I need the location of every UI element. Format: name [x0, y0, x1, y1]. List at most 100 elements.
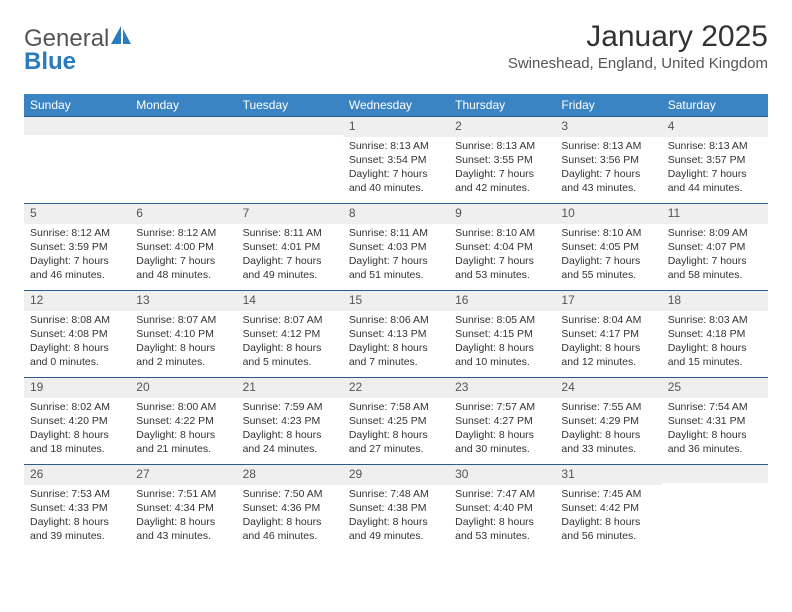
- cell-body: Sunrise: 7:55 AMSunset: 4:29 PMDaylight:…: [555, 398, 661, 461]
- cell-line: Sunrise: 8:09 AM: [668, 226, 762, 240]
- cell-line: Sunset: 4:34 PM: [136, 501, 230, 515]
- day-number: 13: [130, 291, 236, 311]
- calendar-cell: 24Sunrise: 7:55 AMSunset: 4:29 PMDayligh…: [555, 378, 661, 465]
- day-number: [24, 117, 130, 135]
- cell-line: Sunset: 4:04 PM: [455, 240, 549, 254]
- cell-body: Sunrise: 7:50 AMSunset: 4:36 PMDaylight:…: [237, 485, 343, 548]
- cell-body: Sunrise: 8:11 AMSunset: 4:01 PMDaylight:…: [237, 224, 343, 287]
- cell-line: Daylight: 8 hours and 2 minutes.: [136, 341, 230, 369]
- cell-line: Daylight: 7 hours and 55 minutes.: [561, 254, 655, 282]
- cell-line: Sunset: 3:56 PM: [561, 153, 655, 167]
- cell-line: Daylight: 7 hours and 40 minutes.: [349, 167, 443, 195]
- day-number: 30: [449, 465, 555, 485]
- cell-body: Sunrise: 8:07 AMSunset: 4:12 PMDaylight:…: [237, 311, 343, 374]
- cell-body: [662, 483, 768, 489]
- calendar-cell: 14Sunrise: 8:07 AMSunset: 4:12 PMDayligh…: [237, 291, 343, 378]
- cell-line: Daylight: 8 hours and 33 minutes.: [561, 428, 655, 456]
- cell-line: Daylight: 8 hours and 53 minutes.: [455, 515, 549, 543]
- calendar-cell: 20Sunrise: 8:00 AMSunset: 4:22 PMDayligh…: [130, 378, 236, 465]
- calendar-cell: 2Sunrise: 8:13 AMSunset: 3:55 PMDaylight…: [449, 117, 555, 204]
- calendar-cell: 21Sunrise: 7:59 AMSunset: 4:23 PMDayligh…: [237, 378, 343, 465]
- cell-line: Sunrise: 8:02 AM: [30, 400, 124, 414]
- day-number: 17: [555, 291, 661, 311]
- cell-line: Sunrise: 8:00 AM: [136, 400, 230, 414]
- cell-line: Sunset: 4:07 PM: [668, 240, 762, 254]
- day-number: 29: [343, 465, 449, 485]
- calendar-body: 1Sunrise: 8:13 AMSunset: 3:54 PMDaylight…: [24, 117, 768, 552]
- cell-line: Sunrise: 8:13 AM: [455, 139, 549, 153]
- cell-line: Sunrise: 7:45 AM: [561, 487, 655, 501]
- cell-line: Sunrise: 8:13 AM: [349, 139, 443, 153]
- cell-body: Sunrise: 7:51 AMSunset: 4:34 PMDaylight:…: [130, 485, 236, 548]
- cell-line: Sunset: 4:13 PM: [349, 327, 443, 341]
- cell-line: Sunset: 4:01 PM: [243, 240, 337, 254]
- cell-line: Sunrise: 8:10 AM: [561, 226, 655, 240]
- cell-line: Sunrise: 7:59 AM: [243, 400, 337, 414]
- cell-line: Sunrise: 8:13 AM: [561, 139, 655, 153]
- cell-body: Sunrise: 7:59 AMSunset: 4:23 PMDaylight:…: [237, 398, 343, 461]
- cell-line: Sunset: 4:23 PM: [243, 414, 337, 428]
- calendar-cell: 26Sunrise: 7:53 AMSunset: 4:33 PMDayligh…: [24, 465, 130, 552]
- cell-line: Daylight: 8 hours and 36 minutes.: [668, 428, 762, 456]
- calendar-week-row: 19Sunrise: 8:02 AMSunset: 4:20 PMDayligh…: [24, 378, 768, 465]
- day-number: 6: [130, 204, 236, 224]
- calendar-page: General January 2025 Swineshead, England…: [0, 0, 792, 612]
- cell-line: Sunrise: 8:08 AM: [30, 313, 124, 327]
- cell-line: Sunrise: 8:04 AM: [561, 313, 655, 327]
- cell-line: Sunset: 4:18 PM: [668, 327, 762, 341]
- cell-line: Sunset: 4:08 PM: [30, 327, 124, 341]
- cell-body: Sunrise: 8:00 AMSunset: 4:22 PMDaylight:…: [130, 398, 236, 461]
- cell-line: Sunrise: 7:48 AM: [349, 487, 443, 501]
- day-number: 24: [555, 378, 661, 398]
- cell-line: Sunset: 4:05 PM: [561, 240, 655, 254]
- cell-line: Daylight: 7 hours and 46 minutes.: [30, 254, 124, 282]
- day-number: 22: [343, 378, 449, 398]
- cell-body: Sunrise: 8:10 AMSunset: 4:04 PMDaylight:…: [449, 224, 555, 287]
- cell-line: Sunrise: 8:03 AM: [668, 313, 762, 327]
- cell-line: Sunset: 4:31 PM: [668, 414, 762, 428]
- cell-line: Sunset: 4:27 PM: [455, 414, 549, 428]
- cell-line: Sunset: 4:42 PM: [561, 501, 655, 515]
- cell-line: Daylight: 7 hours and 49 minutes.: [243, 254, 337, 282]
- cell-line: Sunrise: 7:55 AM: [561, 400, 655, 414]
- cell-body: Sunrise: 8:13 AMSunset: 3:54 PMDaylight:…: [343, 137, 449, 200]
- day-number: [237, 117, 343, 135]
- day-number: [130, 117, 236, 135]
- calendar-cell: 4Sunrise: 8:13 AMSunset: 3:57 PMDaylight…: [662, 117, 768, 204]
- day-number: 1: [343, 117, 449, 137]
- cell-line: Sunrise: 8:05 AM: [455, 313, 549, 327]
- cell-body: Sunrise: 8:12 AMSunset: 3:59 PMDaylight:…: [24, 224, 130, 287]
- cell-body: Sunrise: 8:13 AMSunset: 3:56 PMDaylight:…: [555, 137, 661, 200]
- cell-line: Sunset: 4:40 PM: [455, 501, 549, 515]
- cell-line: Sunset: 4:12 PM: [243, 327, 337, 341]
- calendar-cell: 22Sunrise: 7:58 AMSunset: 4:25 PMDayligh…: [343, 378, 449, 465]
- calendar-cell: 18Sunrise: 8:03 AMSunset: 4:18 PMDayligh…: [662, 291, 768, 378]
- calendar-cell: 8Sunrise: 8:11 AMSunset: 4:03 PMDaylight…: [343, 204, 449, 291]
- calendar-cell: 10Sunrise: 8:10 AMSunset: 4:05 PMDayligh…: [555, 204, 661, 291]
- cell-line: Sunrise: 8:13 AM: [668, 139, 762, 153]
- cell-line: Sunset: 4:03 PM: [349, 240, 443, 254]
- cell-body: Sunrise: 7:48 AMSunset: 4:38 PMDaylight:…: [343, 485, 449, 548]
- day-header: Wednesday: [343, 94, 449, 117]
- cell-line: Daylight: 8 hours and 49 minutes.: [349, 515, 443, 543]
- day-header: Friday: [555, 94, 661, 117]
- cell-body: Sunrise: 8:12 AMSunset: 4:00 PMDaylight:…: [130, 224, 236, 287]
- cell-line: Daylight: 7 hours and 44 minutes.: [668, 167, 762, 195]
- cell-body: Sunrise: 8:11 AMSunset: 4:03 PMDaylight:…: [343, 224, 449, 287]
- cell-body: Sunrise: 8:08 AMSunset: 4:08 PMDaylight:…: [24, 311, 130, 374]
- cell-line: Daylight: 8 hours and 30 minutes.: [455, 428, 549, 456]
- calendar-cell: [130, 117, 236, 204]
- day-number: 15: [343, 291, 449, 311]
- calendar-cell: 13Sunrise: 8:07 AMSunset: 4:10 PMDayligh…: [130, 291, 236, 378]
- cell-body: Sunrise: 8:10 AMSunset: 4:05 PMDaylight:…: [555, 224, 661, 287]
- calendar-cell: 23Sunrise: 7:57 AMSunset: 4:27 PMDayligh…: [449, 378, 555, 465]
- cell-line: Daylight: 8 hours and 0 minutes.: [30, 341, 124, 369]
- sail-icon: [111, 26, 133, 51]
- cell-line: Sunrise: 7:50 AM: [243, 487, 337, 501]
- cell-line: Sunrise: 8:11 AM: [349, 226, 443, 240]
- cell-line: Sunrise: 8:07 AM: [136, 313, 230, 327]
- cell-line: Sunrise: 7:58 AM: [349, 400, 443, 414]
- cell-line: Sunset: 4:25 PM: [349, 414, 443, 428]
- location: Swineshead, England, United Kingdom: [508, 55, 768, 72]
- cell-line: Sunset: 3:54 PM: [349, 153, 443, 167]
